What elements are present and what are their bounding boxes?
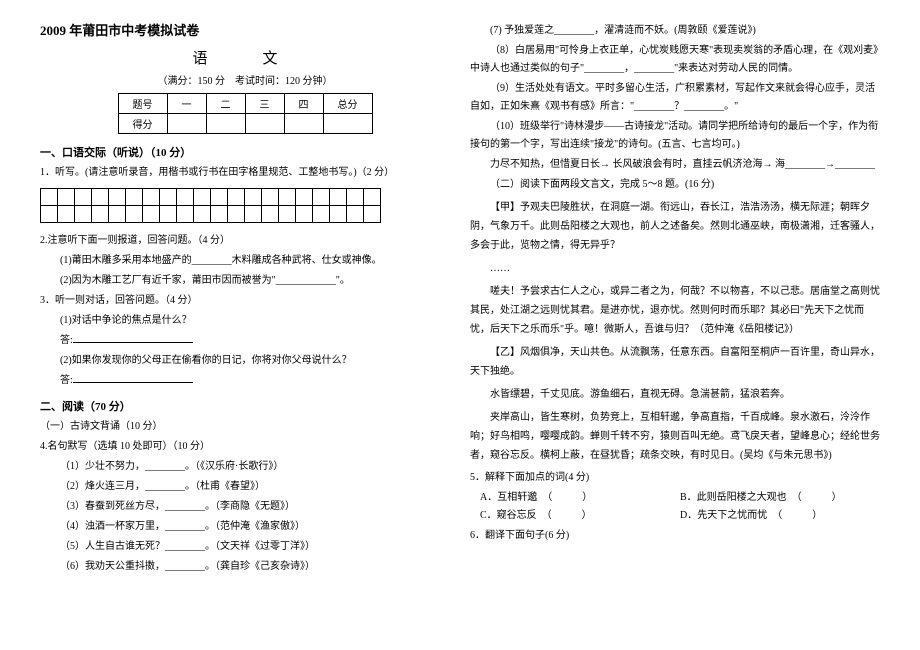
- option-c: C．窥谷忘反 （ ）: [480, 507, 680, 525]
- passage-jia-2: 嗟夫！予尝求古仁人之心，或异二者之为，何哉？不以物喜，不以己悲。居庙堂之高则忧其…: [470, 282, 880, 339]
- table-row-label: 得分: [118, 114, 167, 134]
- question-4-3: （3）春蚕到死丝方尽，________。（李商隐《无题》）: [40, 498, 450, 516]
- question-6: 6．翻译下面句子(6 分): [470, 527, 880, 545]
- subject-title: 语 文: [40, 47, 450, 68]
- blank: [73, 332, 193, 343]
- question-2b: (2)因为木雕工艺厂有近千家，莆田市因而被誉为"____________"。: [40, 272, 450, 290]
- table-header: 总分: [323, 94, 372, 114]
- subsection-2b: （二）阅读下面两段文言文，完成 5～8 题。(16 分): [470, 176, 880, 194]
- passage-yi-2: 水皆缥碧，千丈见底。游鱼细石，直视无碍。急湍甚箭，猛浪若奔。: [470, 385, 880, 404]
- option-b: B．此则岳阳楼之大观也 （ ）: [680, 489, 880, 507]
- question-4-4: （4）浊酒一杯家万里，________。（范仲淹《渔家傲》）: [40, 518, 450, 536]
- passage-yi-1: 【乙】风烟俱净，天山共色。从流飘荡，任意东西。自富阳至桐庐一百许里，奇山异水，天…: [470, 343, 880, 381]
- table-header: 三: [245, 94, 284, 114]
- ans-label: 答:: [60, 375, 73, 386]
- exam-title: 2009 年莆田市中考模拟试卷: [40, 20, 450, 39]
- question-4-8: （8）白居易用"可怜身上衣正单，心忧炭贱愿天寒"表现卖炭翁的矛盾心理，在《观刈麦…: [470, 42, 880, 78]
- question-4-10b: 力尽不知热，但惜夏日长→ 长风破浪会有时，直挂云帆济沧海→ 海________→…: [470, 156, 880, 174]
- section-1-heading: 一、口语交际（听说）（10 分）: [40, 144, 450, 160]
- subsection-2a: （一）古诗文背诵（10 分）: [40, 418, 450, 436]
- exam-info: （满分：150 分 考试时间：120 分钟）: [40, 72, 450, 87]
- table-cell: [206, 114, 245, 134]
- question-4-2: （2）烽火连三月，________。（杜甫《春望》）: [40, 478, 450, 496]
- blank: [73, 372, 193, 383]
- table-header: 题号: [118, 94, 167, 114]
- table-cell: [284, 114, 323, 134]
- option-d: D．先天下之忧而忧 （ ）: [680, 507, 880, 525]
- question-4-6: （6）我劝天公重抖擞，________。（龚自珍《己亥杂诗》）: [40, 558, 450, 576]
- ans-label: 答:: [60, 335, 73, 346]
- question-5: 5．解释下面加点的词(4 分): [470, 469, 880, 487]
- question-3: 3．听一则对话，回答问题。（4 分）: [40, 292, 450, 310]
- question-4: 4.名句默写（选填 10 处即可）（10 分）: [40, 438, 450, 456]
- passage-jia-1: 【甲】予观夫巴陵胜状，在洞庭一湖。衔远山，吞长江，浩浩汤汤，横无际涯；朝晖夕阴，…: [470, 198, 880, 255]
- question-4-5: （5）人生自古谁无死？________。（文天祥《过零丁洋》）: [40, 538, 450, 556]
- table-cell: [167, 114, 206, 134]
- passage-yi-3: 夹岸高山，皆生寒树，负势竞上，互相轩邈，争高直指，千百成峰。泉水激石，泠泠作响；…: [470, 408, 880, 465]
- question-3b: (2)如果你发现你的父母正在偷看你的日记，你将对你父母说什么？: [40, 352, 450, 370]
- question-4-9: （9）生活处处有语文。平时多留心生活，广积累素材，写起作文来就会得心应手，灵活自…: [470, 80, 880, 116]
- question-3a: (1)对话中争论的焦点是什么？: [40, 312, 450, 330]
- answer-line: 答:: [40, 372, 450, 390]
- question-2a: (1)莆田木雕多采用本地盛产的________木料雕成各种武将、仕女或神像。: [40, 252, 450, 270]
- table-header: 一: [167, 94, 206, 114]
- table-cell: [323, 114, 372, 134]
- answer-line: 答:: [40, 332, 450, 350]
- table-cell: [245, 114, 284, 134]
- score-table: 题号 一 二 三 四 总分 得分: [118, 93, 373, 134]
- section-2-heading: 二、阅读（70 分）: [40, 398, 450, 414]
- question-5-options: A．互相轩邈 （ ） B．此则岳阳楼之大观也 （ ） C．窥谷忘反 （ ） D．…: [480, 489, 880, 525]
- question-4-7: (7) 予独爱莲之________，濯清涟而不妖。(周敦颐《爱莲说》): [470, 22, 880, 40]
- question-2: 2.注意听下面一则报道，回答问题。（4 分）: [40, 232, 450, 250]
- question-4-10: （10）班级举行"诗林漫步——古诗接龙"活动。请同学把所给诗句的最后一个字，作为…: [470, 118, 880, 154]
- question-1: 1．听写。(请注意听录音，用楷书或行书在田字格里规范、工整地书写。)（2 分）: [40, 164, 450, 182]
- question-4-1: （1）少壮不努力，________。（《汉乐府·长歌行》）: [40, 458, 450, 476]
- table-header: 二: [206, 94, 245, 114]
- table-header: 四: [284, 94, 323, 114]
- option-a: A．互相轩邈 （ ）: [480, 489, 680, 507]
- writing-grid: [40, 188, 381, 223]
- passage-dots: ……: [470, 259, 880, 278]
